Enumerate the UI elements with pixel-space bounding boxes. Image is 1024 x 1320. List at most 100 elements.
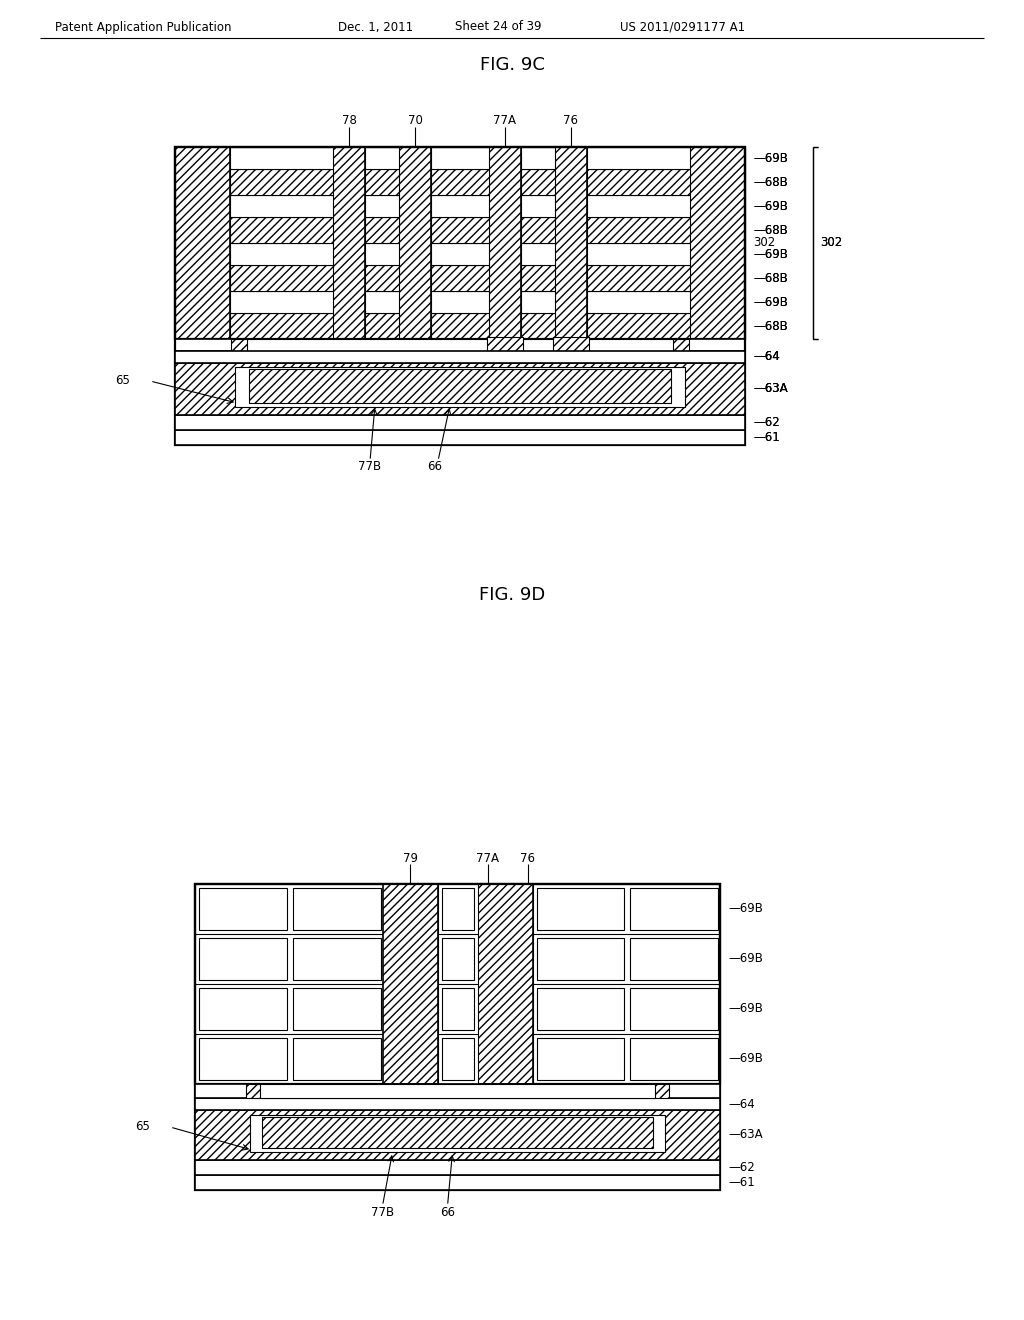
Bar: [195, 1098, 720, 1110]
Bar: [260, 1084, 655, 1098]
Bar: [199, 888, 287, 931]
Bar: [175, 147, 745, 169]
Bar: [210, 339, 710, 351]
Bar: [521, 169, 555, 195]
Bar: [489, 147, 521, 339]
Bar: [487, 337, 523, 351]
Text: 302: 302: [820, 236, 843, 249]
Text: 70: 70: [408, 115, 423, 128]
Text: —63A: —63A: [753, 383, 787, 396]
Bar: [365, 216, 399, 243]
Bar: [247, 339, 673, 351]
Bar: [437, 1084, 477, 1098]
Bar: [175, 313, 745, 339]
Text: 76: 76: [520, 851, 535, 865]
Bar: [521, 265, 555, 290]
Bar: [175, 363, 745, 414]
Text: FIG. 9C: FIG. 9C: [479, 55, 545, 74]
Bar: [175, 169, 745, 195]
Bar: [437, 884, 477, 1084]
Bar: [431, 216, 489, 243]
Text: —68B: —68B: [753, 272, 787, 285]
Bar: [249, 370, 671, 403]
Bar: [175, 147, 230, 339]
Bar: [690, 147, 745, 339]
Bar: [234, 367, 685, 407]
Bar: [333, 147, 365, 339]
Bar: [175, 147, 745, 339]
Bar: [175, 351, 745, 363]
Bar: [231, 339, 689, 351]
Bar: [555, 147, 587, 339]
Text: —63A: —63A: [753, 383, 787, 396]
Bar: [630, 987, 718, 1030]
Bar: [521, 290, 555, 313]
Bar: [537, 987, 625, 1030]
Bar: [230, 243, 333, 265]
Text: —64: —64: [753, 351, 779, 363]
Text: —62: —62: [753, 416, 779, 429]
Bar: [587, 169, 690, 195]
Bar: [245, 375, 675, 403]
Bar: [537, 1038, 625, 1080]
Text: —62: —62: [728, 1162, 755, 1173]
Text: Patent Application Publication: Patent Application Publication: [55, 21, 231, 33]
Bar: [431, 290, 489, 313]
Bar: [365, 195, 399, 216]
Text: —69B: —69B: [753, 296, 787, 309]
Bar: [199, 987, 287, 1030]
Bar: [230, 216, 333, 243]
Bar: [365, 265, 399, 290]
Text: —63A: —63A: [728, 1129, 763, 1142]
Text: 79: 79: [402, 851, 418, 865]
Text: —69B: —69B: [753, 152, 787, 165]
Bar: [537, 939, 625, 979]
Bar: [195, 1110, 720, 1160]
Bar: [365, 290, 399, 313]
Text: —61: —61: [753, 432, 779, 444]
Text: —69B: —69B: [753, 199, 787, 213]
Bar: [260, 1084, 655, 1098]
Bar: [175, 351, 745, 363]
Bar: [587, 147, 690, 169]
Text: —69B: —69B: [728, 953, 763, 965]
Bar: [521, 147, 555, 169]
Bar: [175, 243, 745, 265]
Bar: [630, 888, 718, 931]
Bar: [199, 1038, 287, 1080]
Bar: [246, 1084, 669, 1098]
Text: —69B: —69B: [728, 1052, 763, 1065]
Bar: [175, 363, 745, 414]
Text: —69B: —69B: [753, 248, 787, 260]
Bar: [441, 987, 473, 1030]
Text: —61: —61: [728, 1176, 755, 1189]
Bar: [175, 339, 745, 351]
Bar: [630, 1038, 718, 1080]
Bar: [262, 1117, 653, 1148]
Text: —69B: —69B: [753, 248, 787, 260]
Bar: [175, 195, 745, 216]
Bar: [587, 265, 690, 290]
Text: —68B: —68B: [753, 176, 787, 189]
Bar: [431, 313, 489, 339]
Text: 66: 66: [440, 1205, 455, 1218]
Bar: [293, 1038, 381, 1080]
Bar: [587, 216, 690, 243]
Bar: [477, 1084, 532, 1098]
Text: —68B: —68B: [753, 319, 787, 333]
Text: 66: 66: [427, 461, 442, 474]
Text: —63A: —63A: [753, 383, 787, 396]
Bar: [175, 216, 745, 243]
Bar: [195, 1160, 720, 1175]
Text: 65: 65: [135, 1121, 150, 1134]
Bar: [175, 363, 745, 414]
Bar: [175, 147, 745, 445]
Bar: [175, 430, 745, 445]
Text: —61: —61: [753, 432, 779, 444]
Text: 76: 76: [563, 115, 579, 128]
Text: —69B: —69B: [753, 152, 787, 165]
Bar: [431, 265, 489, 290]
Text: —64: —64: [753, 351, 779, 363]
Bar: [293, 888, 381, 931]
Text: —69B: —69B: [728, 1002, 763, 1015]
